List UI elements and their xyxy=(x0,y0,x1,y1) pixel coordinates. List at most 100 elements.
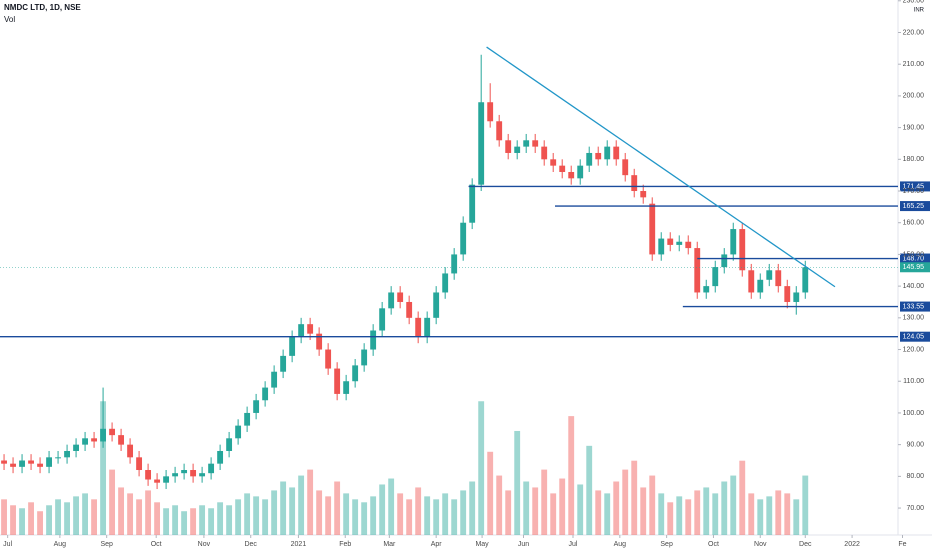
volume-bar xyxy=(442,493,449,535)
candle-body xyxy=(217,450,224,464)
x-tick-label: Jul xyxy=(3,541,12,548)
volume-bar xyxy=(379,484,386,535)
volume-bar xyxy=(55,499,61,535)
candle-body xyxy=(325,349,332,369)
x-tick-label: Nov xyxy=(754,541,767,548)
x-tick-label: Sep xyxy=(660,541,673,548)
volume-bar xyxy=(136,499,143,535)
candle-body xyxy=(469,184,476,223)
candle-body xyxy=(676,241,683,245)
candle-body xyxy=(118,435,125,445)
volume-bar xyxy=(82,493,88,535)
y-tick-label: 160.00 xyxy=(903,220,925,227)
candle-body xyxy=(631,175,638,192)
x-tick-label: 2022 xyxy=(844,541,860,548)
volume-legend: Vol xyxy=(4,15,15,24)
candle-body xyxy=(172,473,179,477)
volume-bar xyxy=(694,490,701,535)
volume-bar xyxy=(514,430,521,535)
candle-body xyxy=(91,438,98,442)
candle-body xyxy=(73,444,79,451)
candle-body xyxy=(712,267,719,287)
volume-bar xyxy=(568,416,575,535)
volume-bar xyxy=(91,499,98,535)
volume-bar xyxy=(190,508,197,535)
candle-body xyxy=(406,301,413,318)
candle-body xyxy=(541,146,548,160)
level-label-bg xyxy=(900,331,930,342)
volume-bar xyxy=(595,490,602,535)
candle-body xyxy=(388,292,395,309)
candle-body xyxy=(559,165,566,172)
volume-bar xyxy=(613,481,620,535)
volume-bar xyxy=(784,493,791,535)
volume-bar xyxy=(361,502,368,535)
volume-bar xyxy=(577,484,584,535)
volume-bar xyxy=(244,493,251,535)
volume-bar xyxy=(622,469,629,535)
last-price-label: 145.95 xyxy=(903,264,925,271)
volume-bar xyxy=(721,481,728,535)
x-tick-label: 2021 xyxy=(291,541,307,548)
volume-bar xyxy=(757,499,764,535)
volume-bar xyxy=(253,496,260,535)
volume-bar xyxy=(415,487,422,535)
candle-body xyxy=(37,463,43,467)
y-tick-label: 150.00 xyxy=(903,251,925,258)
trendline xyxy=(486,46,836,288)
candle-body xyxy=(343,381,350,394)
candle-layer xyxy=(1,54,809,490)
candle-body xyxy=(460,222,467,255)
y-tick-label: 140.00 xyxy=(903,283,925,290)
candle-body xyxy=(289,336,296,356)
candle-body xyxy=(685,241,692,249)
candle-body xyxy=(802,267,809,293)
volume-bar xyxy=(145,490,152,535)
volume-bar xyxy=(28,502,34,535)
candle-body xyxy=(262,387,269,401)
candle-body xyxy=(145,470,152,480)
volume-bar xyxy=(505,490,512,535)
x-tick-label: Feb xyxy=(339,541,351,548)
volume-bar xyxy=(730,475,737,535)
candle-body xyxy=(46,457,52,467)
level-label-bg xyxy=(900,301,930,312)
volume-bar xyxy=(289,487,296,535)
x-tick-label: Aug xyxy=(614,541,627,548)
x-tick-label: Nov xyxy=(198,541,211,548)
volume-bar xyxy=(154,502,161,535)
volume-bar xyxy=(109,469,116,535)
candle-body xyxy=(568,171,575,179)
x-tick-label: May xyxy=(475,541,489,548)
candle-body xyxy=(505,140,512,153)
candle-body xyxy=(595,152,602,160)
volume-bar xyxy=(334,481,341,535)
candle-body xyxy=(100,428,107,442)
volume-bar xyxy=(559,478,566,535)
candle-body xyxy=(208,463,215,474)
x-tick-label: Mar xyxy=(383,541,396,548)
volume-bar xyxy=(523,481,530,535)
candle-body xyxy=(154,479,161,483)
y-tick-label: 100.00 xyxy=(903,410,925,417)
y-tick-label: 210.00 xyxy=(903,61,925,68)
volume-bar xyxy=(316,490,323,535)
candle-body xyxy=(442,273,449,293)
candle-body xyxy=(451,254,458,274)
candle-body xyxy=(496,121,503,141)
level-label: 165.25 xyxy=(903,203,925,210)
y-tick-label: 180.00 xyxy=(903,156,925,163)
candle-body xyxy=(433,292,440,318)
last-price-label-bg xyxy=(900,262,930,273)
level-label: 124.05 xyxy=(903,334,925,341)
volume-bar xyxy=(748,493,755,535)
candle-body xyxy=(19,460,25,467)
candle-body xyxy=(784,286,791,302)
candle-body xyxy=(721,254,728,268)
candle-body xyxy=(604,146,611,160)
candle-body xyxy=(739,229,746,271)
volume-bar xyxy=(802,475,809,535)
candle-body xyxy=(298,324,305,337)
volume-bar xyxy=(766,496,773,535)
